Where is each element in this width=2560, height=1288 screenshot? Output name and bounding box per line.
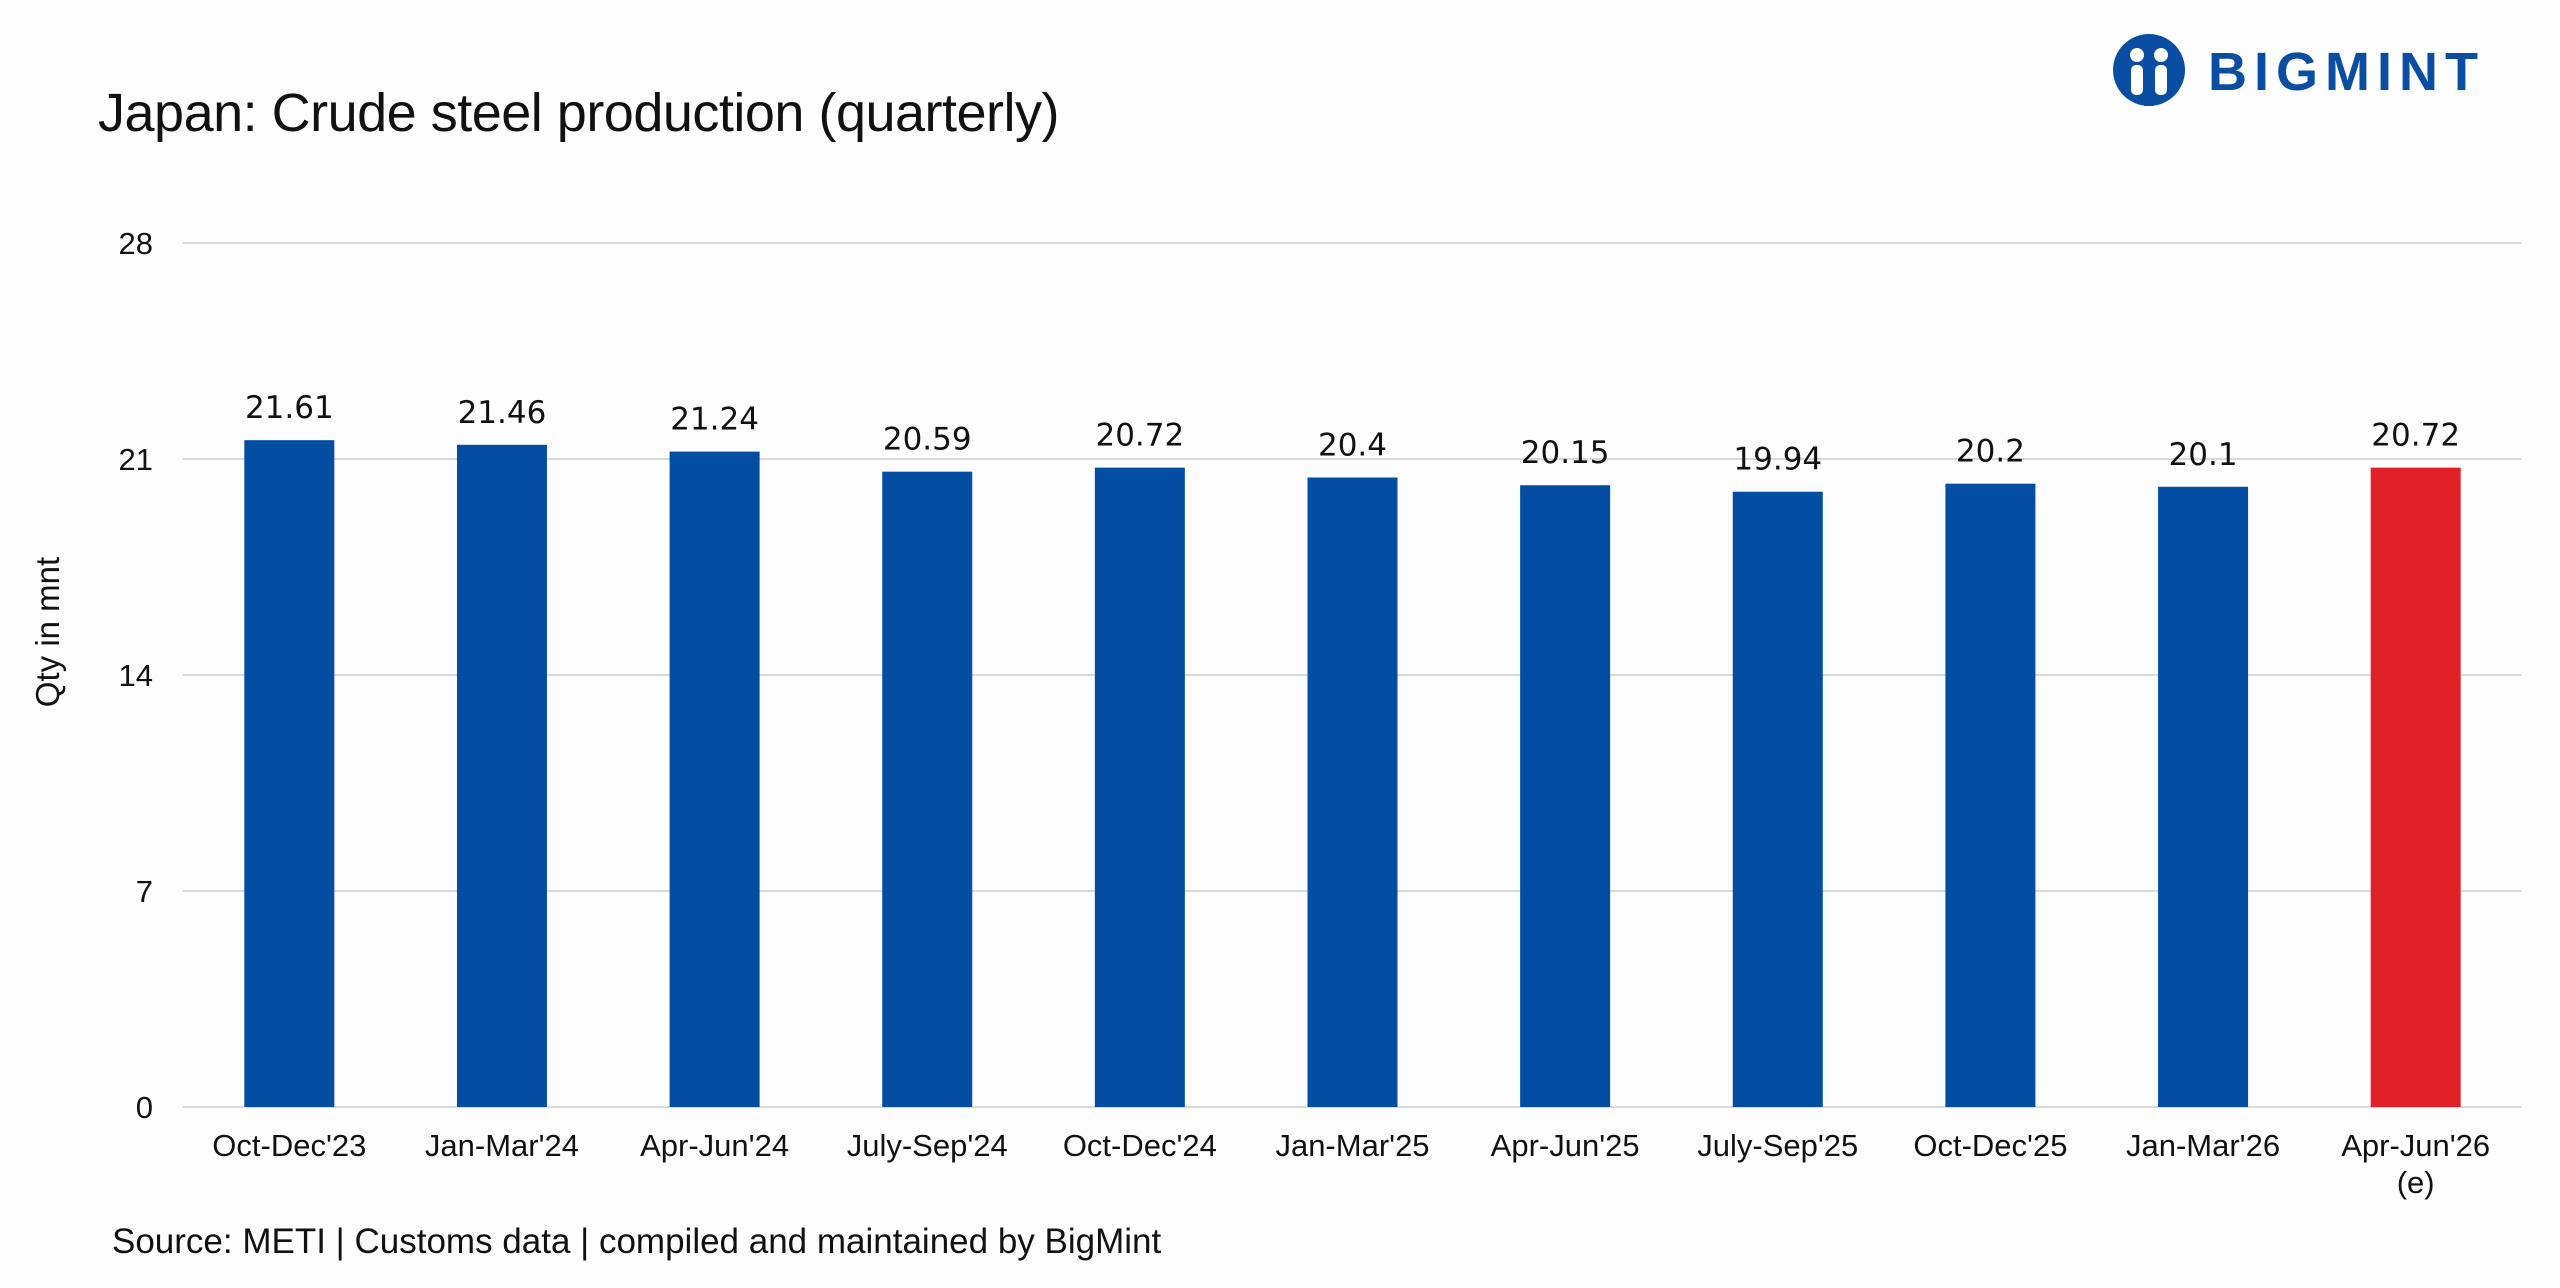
data-label: 19.94	[1733, 442, 1822, 478]
data-label: 20.15	[1521, 435, 1610, 471]
data-label: 21.61	[245, 390, 334, 426]
y-axis-ticks: 0 7 14 21 28	[119, 226, 153, 1125]
x-tick-label: Jan-Mar'26	[2126, 1128, 2280, 1163]
data-label: 20.72	[1095, 418, 1184, 454]
x-tick-label: Jan-Mar'25	[1275, 1128, 1429, 1163]
x-tick-label: Apr-Jun'25	[1491, 1128, 1640, 1163]
bars	[244, 440, 2461, 1108]
data-label: 20.2	[1956, 434, 2025, 470]
bar	[882, 471, 973, 1107]
bar	[1520, 485, 1611, 1107]
x-tick-label: Jan-Mar'24	[425, 1128, 579, 1163]
bigmint-logo: BIGMINT	[2113, 34, 2485, 106]
y-tick-label: 28	[119, 226, 153, 261]
data-label: 20.59	[883, 422, 972, 458]
x-tick-label: July-Sep'24	[847, 1128, 1008, 1163]
x-tick-label: July-Sep'25	[1697, 1128, 1858, 1163]
x-axis-ticks: Oct-Dec'23 Jan-Mar'24 Apr-Jun'24 July-Sep'2…	[212, 1128, 2490, 1200]
x-tick-label: Oct-Dec'23	[212, 1128, 366, 1163]
bar	[1732, 491, 1823, 1107]
x-tick-label: (e)	[2397, 1165, 2435, 1200]
bar	[2370, 467, 2461, 1107]
x-tick-label: Oct-Dec'24	[1063, 1128, 1217, 1163]
y-tick-label: 0	[136, 1090, 153, 1125]
bar	[1094, 467, 1185, 1107]
bar	[669, 451, 760, 1107]
bar	[1945, 483, 2036, 1108]
chart-title: Japan: Crude steel production (quarterly…	[98, 83, 1060, 143]
y-tick-label: 21	[119, 442, 153, 477]
bar	[244, 440, 335, 1108]
data-labels: 21.61 21.46 21.24 20.59 20.72 20.4 20.15 19.94 2…	[245, 390, 2460, 478]
x-tick-label: Apr-Jun'24	[640, 1128, 789, 1163]
x-tick-label: Oct-Dec'25	[1913, 1128, 2067, 1163]
bar-chart: 0 7 14 21 28 21.61 21.46 21.24 20.59 20.72 20.4 20…	[29, 226, 2522, 1200]
data-label: 21.24	[670, 402, 759, 438]
bar	[2158, 486, 2249, 1107]
bigmint-people-icon	[2113, 34, 2185, 106]
bar	[1307, 477, 1398, 1107]
y-tick-label: 7	[136, 874, 153, 909]
source-note: Source: METI | Customs data | compiled a…	[112, 1222, 1162, 1261]
logo-text: BIGMINT	[2208, 42, 2485, 102]
bar	[456, 444, 547, 1107]
y-axis-label: Qty in mnt	[29, 557, 66, 707]
data-label: 20.72	[2371, 418, 2460, 454]
y-tick-label: 14	[119, 658, 153, 693]
x-tick-label: Apr-Jun'26	[2341, 1128, 2490, 1163]
data-label: 20.1	[2169, 437, 2238, 473]
data-label: 20.4	[1318, 428, 1387, 464]
data-label: 21.46	[458, 395, 547, 431]
